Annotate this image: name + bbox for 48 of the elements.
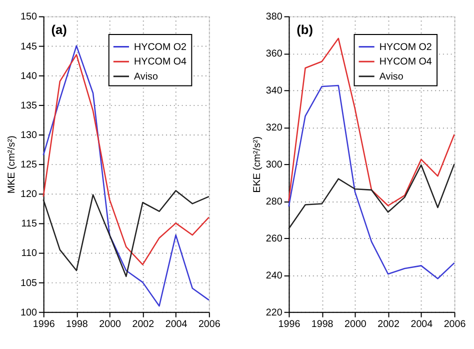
x-tick-label: 1996 — [32, 319, 56, 330]
x-tick-label: 2000 — [344, 319, 367, 330]
legend-label: HYCOM O2 — [134, 42, 187, 53]
y-tick-label: 240 — [266, 270, 283, 282]
line-series — [42, 45, 210, 307]
x-tick-label: 2006 — [198, 319, 221, 330]
legend-label: HYCOM O4 — [379, 56, 432, 68]
y-tick-label: 110 — [21, 248, 38, 260]
y-tick-label: 300 — [266, 160, 283, 171]
y-tick-label: 105 — [20, 278, 38, 289]
y-tick-label: 260 — [266, 233, 283, 244]
y-tick-label: 100 — [20, 307, 38, 318]
y-tick-label: 140 — [20, 70, 38, 82]
legend-label: HYCOM O4 — [134, 56, 188, 68]
x-tick-label: 2000 — [99, 319, 122, 330]
x-tick-label: 2006 — [444, 319, 466, 330]
y-tick-label: 360 — [266, 48, 283, 60]
line-series — [42, 54, 210, 266]
legend-label: HYCOM O2 — [379, 42, 432, 53]
annotation: (b) — [296, 22, 313, 37]
y-tick-label: 120 — [20, 189, 38, 200]
x-tick-label: 2004 — [165, 319, 188, 330]
x-tick-label: 2004 — [410, 319, 434, 330]
line-series — [288, 163, 455, 230]
y-tick-label: 125 — [20, 160, 38, 171]
y-tick-label: 115 — [21, 218, 38, 230]
y-tick-label: 280 — [266, 196, 283, 208]
y-tick-label: 340 — [266, 86, 283, 97]
x-tick-label: 2002 — [378, 319, 400, 330]
x-tick-label: 1998 — [66, 319, 88, 330]
line-series — [288, 84, 455, 280]
y-tick-label: 145 — [20, 41, 38, 52]
y-axis-title: EKE (cm²/s²) — [252, 136, 263, 193]
y-axis-title: MKE (cm²/s²) — [6, 136, 18, 194]
y-tick-label: 150 — [20, 12, 38, 23]
x-tick-label: 2002 — [132, 319, 154, 330]
y-tick-label: 135 — [20, 100, 38, 112]
line-series — [288, 38, 455, 206]
line-series — [42, 190, 210, 278]
y-tick-label: 130 — [20, 130, 38, 141]
x-tick-label: 1998 — [311, 319, 334, 330]
annotation: (a) — [51, 22, 67, 37]
y-tick-label: 380 — [266, 12, 283, 23]
y-tick-label: 220 — [266, 307, 283, 318]
x-tick-label: 1996 — [278, 319, 301, 330]
y-tick-label: 320 — [266, 122, 283, 134]
legend-label: Aviso — [134, 71, 158, 82]
legend-label: Aviso — [379, 71, 404, 82]
